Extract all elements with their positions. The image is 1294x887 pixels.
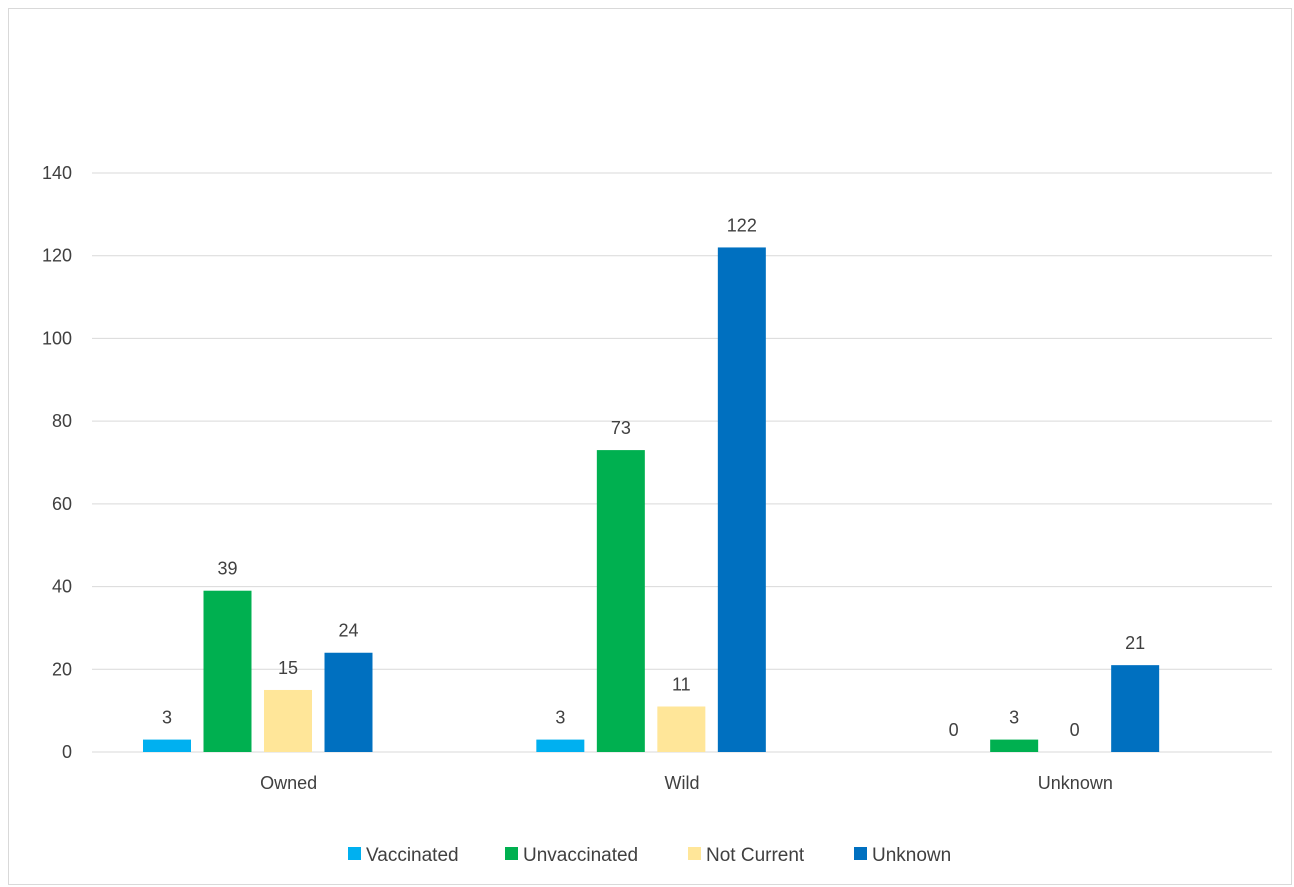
data-label: 3 xyxy=(1009,708,1019,728)
y-tick-label: 80 xyxy=(52,411,72,431)
bar-unvaccinated xyxy=(203,590,252,752)
data-label: 0 xyxy=(1070,720,1080,740)
y-axis-tick-labels: 0 20 40 60 80 100 120 140 xyxy=(42,163,72,762)
data-label: 3 xyxy=(555,708,565,728)
legend-label: Vaccinated xyxy=(366,845,459,866)
data-label: 15 xyxy=(278,658,298,678)
data-label: 24 xyxy=(338,621,358,641)
data-label: 122 xyxy=(727,215,757,235)
bars xyxy=(143,247,1160,752)
bar-unvaccinated xyxy=(990,739,1039,752)
y-tick-label: 120 xyxy=(42,246,72,266)
legend: Vaccinated Unvaccinated Not Current Unknown xyxy=(348,845,951,866)
y-tick-label: 20 xyxy=(52,659,72,679)
gridlines xyxy=(92,172,1272,753)
data-label: 11 xyxy=(672,675,691,695)
y-tick-label: 100 xyxy=(42,328,72,348)
bar-unknown xyxy=(717,247,766,752)
bar-vaccinated xyxy=(536,739,585,752)
legend-swatch xyxy=(348,847,361,860)
legend-label: Not Current xyxy=(706,845,805,866)
y-tick-label: 60 xyxy=(52,494,72,514)
x-category-label: Unknown xyxy=(1038,773,1113,793)
legend-label: Unknown xyxy=(872,845,951,866)
x-category-label: Owned xyxy=(260,773,317,793)
legend-swatch xyxy=(688,847,701,860)
bar-unknown xyxy=(1111,665,1160,752)
bar-not-current xyxy=(657,706,706,752)
chart-frame xyxy=(8,8,1292,885)
y-tick-label: 140 xyxy=(42,163,72,183)
data-label: 39 xyxy=(217,559,237,579)
y-tick-label: 40 xyxy=(52,577,72,597)
data-label: 0 xyxy=(949,720,959,740)
bar-unknown xyxy=(324,652,373,752)
y-tick-label: 0 xyxy=(62,742,72,762)
data-label: 3 xyxy=(162,708,172,728)
legend-label: Unvaccinated xyxy=(523,845,638,866)
bar-vaccinated xyxy=(143,739,191,752)
legend-swatch xyxy=(854,847,867,860)
data-labels: 3 39 15 24 3 73 11 122 0 3 0 21 xyxy=(162,215,1145,740)
x-category-label: Wild xyxy=(665,773,700,793)
legend-swatch xyxy=(505,847,518,860)
data-label: 21 xyxy=(1125,633,1145,653)
data-label: 73 xyxy=(611,418,631,438)
bar-unvaccinated xyxy=(596,450,645,752)
bar-not-current xyxy=(264,689,312,752)
x-axis-category-labels: Owned Wild Unknown xyxy=(260,773,1113,793)
